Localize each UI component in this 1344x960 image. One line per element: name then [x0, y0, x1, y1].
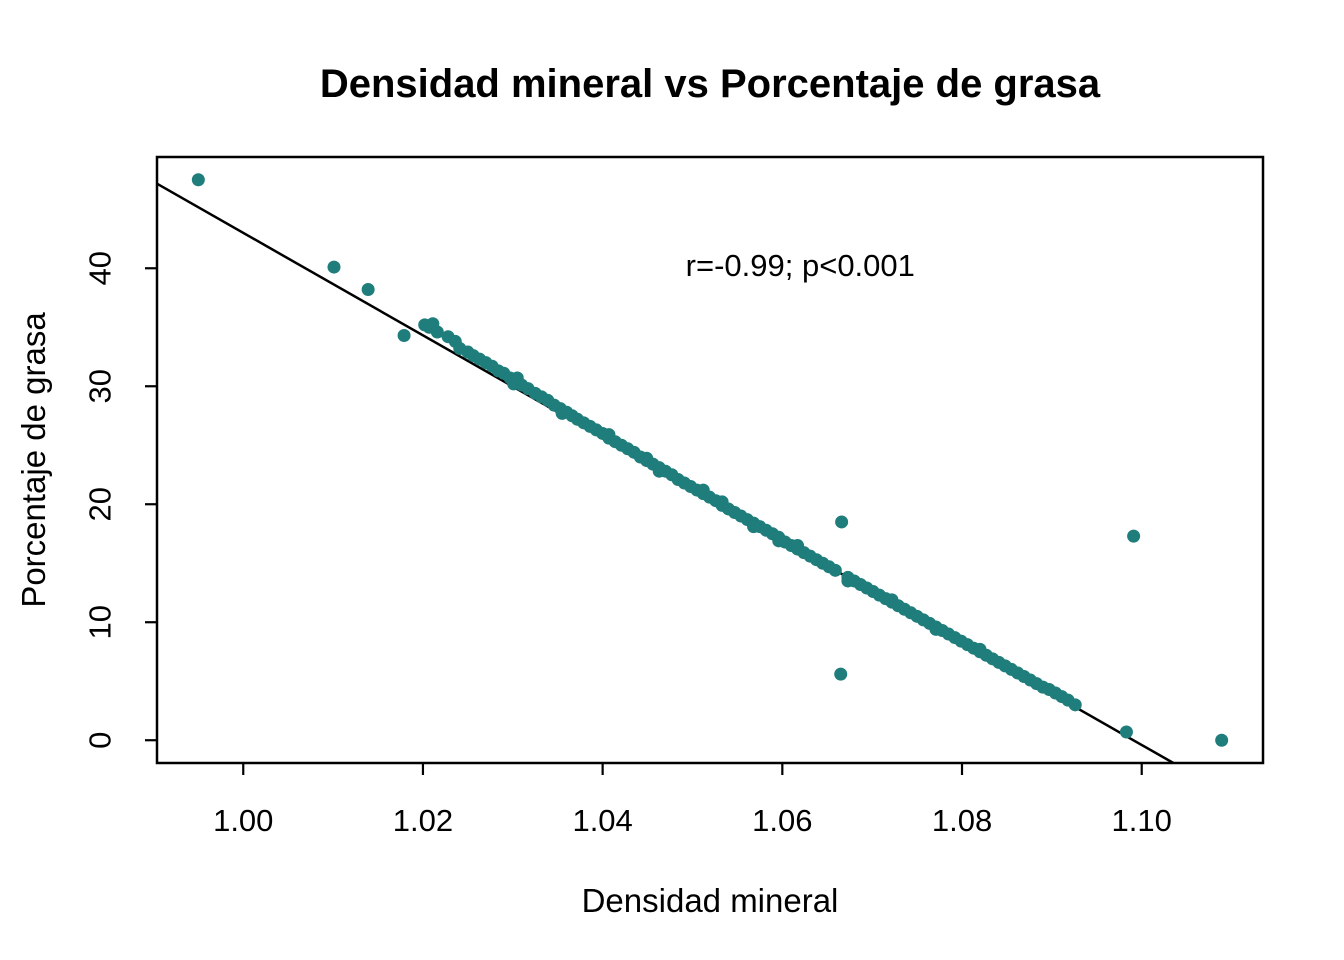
chart-title: Densidad mineral vs Porcentaje de grasa	[319, 62, 1101, 106]
data-point	[828, 563, 842, 577]
y-tick-label: 40	[83, 251, 118, 285]
data-point	[1127, 529, 1141, 543]
x-axis-title: Densidad mineral	[581, 882, 839, 919]
y-tick-label: 0	[83, 732, 118, 749]
data-point	[430, 325, 444, 339]
x-tick-label: 1.08	[932, 803, 992, 838]
y-tick-label: 10	[83, 605, 118, 639]
x-tick-label: 1.10	[1112, 803, 1172, 838]
y-tick-label: 20	[83, 487, 118, 521]
data-point	[1119, 725, 1133, 739]
data-point	[1215, 733, 1229, 747]
data-point	[835, 515, 849, 529]
plot-box	[155, 155, 1265, 765]
correlation-annotation: r=-0.99; p<0.001	[685, 247, 915, 283]
x-tick-label: 1.02	[393, 803, 453, 838]
data-point	[361, 283, 375, 297]
data-point	[834, 667, 848, 681]
x-tick-label: 1.04	[572, 803, 632, 838]
y-axis-title: Porcentaje de grasa	[15, 312, 52, 608]
data-point	[1068, 698, 1082, 712]
x-tick-label: 1.06	[752, 803, 812, 838]
data-point	[327, 260, 341, 274]
data-point	[191, 173, 205, 187]
x-tick-label: 1.00	[213, 803, 273, 838]
y-tick-label: 30	[83, 369, 118, 403]
data-point	[397, 329, 411, 343]
